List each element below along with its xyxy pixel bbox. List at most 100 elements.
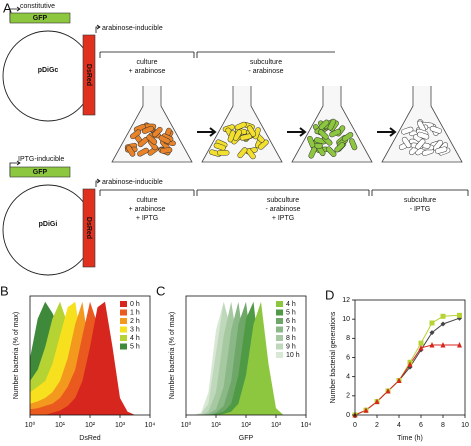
plasmid [2, 184, 94, 276]
x-tick-label: 10² [85, 422, 96, 429]
dsred-gene [82, 34, 96, 116]
marker [457, 342, 462, 348]
bacterium [213, 142, 226, 151]
legend-label: 10 h [286, 352, 300, 359]
bacterium [327, 118, 337, 131]
legend-label: 6 h [286, 318, 296, 325]
bacterium [308, 146, 317, 159]
gfp-gene [9, 166, 71, 178]
legend-label: 7 h [286, 326, 296, 333]
promoter-label: IPTG-inducible [18, 156, 64, 163]
legend-label: 2 h [130, 318, 140, 325]
y-tick-label: 6 [346, 354, 350, 361]
bacterium [141, 125, 154, 134]
legend-swatch [276, 343, 283, 350]
x-tick-label: 10³ [271, 422, 282, 429]
marker [429, 330, 435, 336]
legend-label: 4 h [130, 335, 140, 342]
bacterium [234, 121, 247, 131]
y-tick-label: 0 [346, 412, 350, 419]
bacterium [326, 146, 337, 157]
legend-label: 3 h [130, 326, 140, 333]
histogram-area [186, 301, 306, 415]
bacterium [415, 138, 426, 150]
panel-label: A [3, 0, 12, 15]
bacterium [237, 147, 248, 159]
gene-label: DsRed [85, 217, 92, 239]
bacterium [126, 145, 136, 157]
x-axis-label: Time (h) [397, 435, 423, 442]
bacterium [146, 134, 158, 145]
legend-swatch [120, 335, 127, 341]
step-condition: - arabinose [248, 68, 283, 75]
legend-label: 0 h [130, 301, 140, 308]
bacterium [216, 150, 230, 156]
bacterium [246, 125, 257, 137]
legend-swatch [120, 309, 127, 316]
x-tick-label: 10¹ [211, 422, 222, 429]
promoter-arrow [95, 24, 101, 33]
legend-label: 5 h [130, 343, 140, 350]
arrow [377, 127, 397, 137]
gene-label: DsRed [85, 64, 92, 86]
legend-swatch [276, 352, 283, 358]
plasmid [2, 30, 94, 122]
marker [374, 398, 380, 405]
bacterium [334, 142, 345, 153]
step-title: culture [136, 59, 157, 66]
panel-label: D [325, 287, 334, 302]
gene-label: GFP [33, 169, 48, 176]
step-line [99, 51, 335, 58]
histogram-area [186, 301, 306, 415]
plasmid-name: pDiGc [38, 67, 59, 74]
x-tick-label: 0 [353, 422, 357, 429]
marker [429, 320, 435, 326]
bacterium [329, 128, 342, 138]
bacterium [159, 147, 173, 154]
y-axis-label: Number bacterial generations [330, 311, 337, 403]
x-tick-label: 10¹ [55, 422, 66, 429]
legend-swatch [276, 326, 283, 333]
bacterium [158, 135, 171, 144]
y-tick-label: 10 [342, 316, 350, 323]
y-axis-label: Number bacteria (% of max) [13, 312, 20, 400]
x-tick-label: 10⁴ [145, 422, 156, 429]
series-line [354, 344, 460, 416]
legend-label: 5 h [286, 309, 296, 316]
x-axis-label: DsRed [79, 435, 101, 442]
step-condition: + IPTG [136, 215, 158, 222]
bacterium [341, 132, 354, 142]
bacterium [318, 129, 329, 140]
step-title: subculture [267, 197, 299, 204]
step-line [99, 189, 469, 196]
x-tick-label: 10³ [115, 422, 126, 429]
bacterium [417, 131, 430, 140]
legend-label: 4 h [286, 301, 296, 308]
axes-frame [354, 299, 466, 416]
promoter-label: constitutive [20, 3, 55, 10]
bacterium [349, 138, 358, 151]
legend-swatch [120, 318, 127, 324]
promoter-arrow [95, 178, 101, 187]
legend-swatch [120, 301, 127, 307]
legend-label: 9 h [286, 343, 296, 350]
gfp-gene [9, 12, 71, 24]
bacterium [137, 147, 149, 157]
step-condition: - arabinose [265, 206, 300, 213]
histogram-area [186, 301, 306, 415]
gene-label: GFP [33, 15, 48, 22]
marker [440, 321, 446, 327]
bacterium [401, 136, 412, 149]
step-condition: + IPTG [272, 215, 294, 222]
step-condition: + arabinose [129, 206, 166, 213]
dsred-gene [82, 188, 96, 268]
panel-label: B [0, 283, 9, 298]
x-tick-label: 10⁴ [301, 422, 312, 429]
marker [440, 342, 446, 348]
x-tick-label: 10⁰ [25, 421, 36, 429]
promoter-label: arabinose-inducible [102, 179, 163, 186]
marker [418, 344, 424, 351]
bacterium [227, 130, 236, 143]
promoter-label: arabinose-inducible [102, 25, 163, 32]
